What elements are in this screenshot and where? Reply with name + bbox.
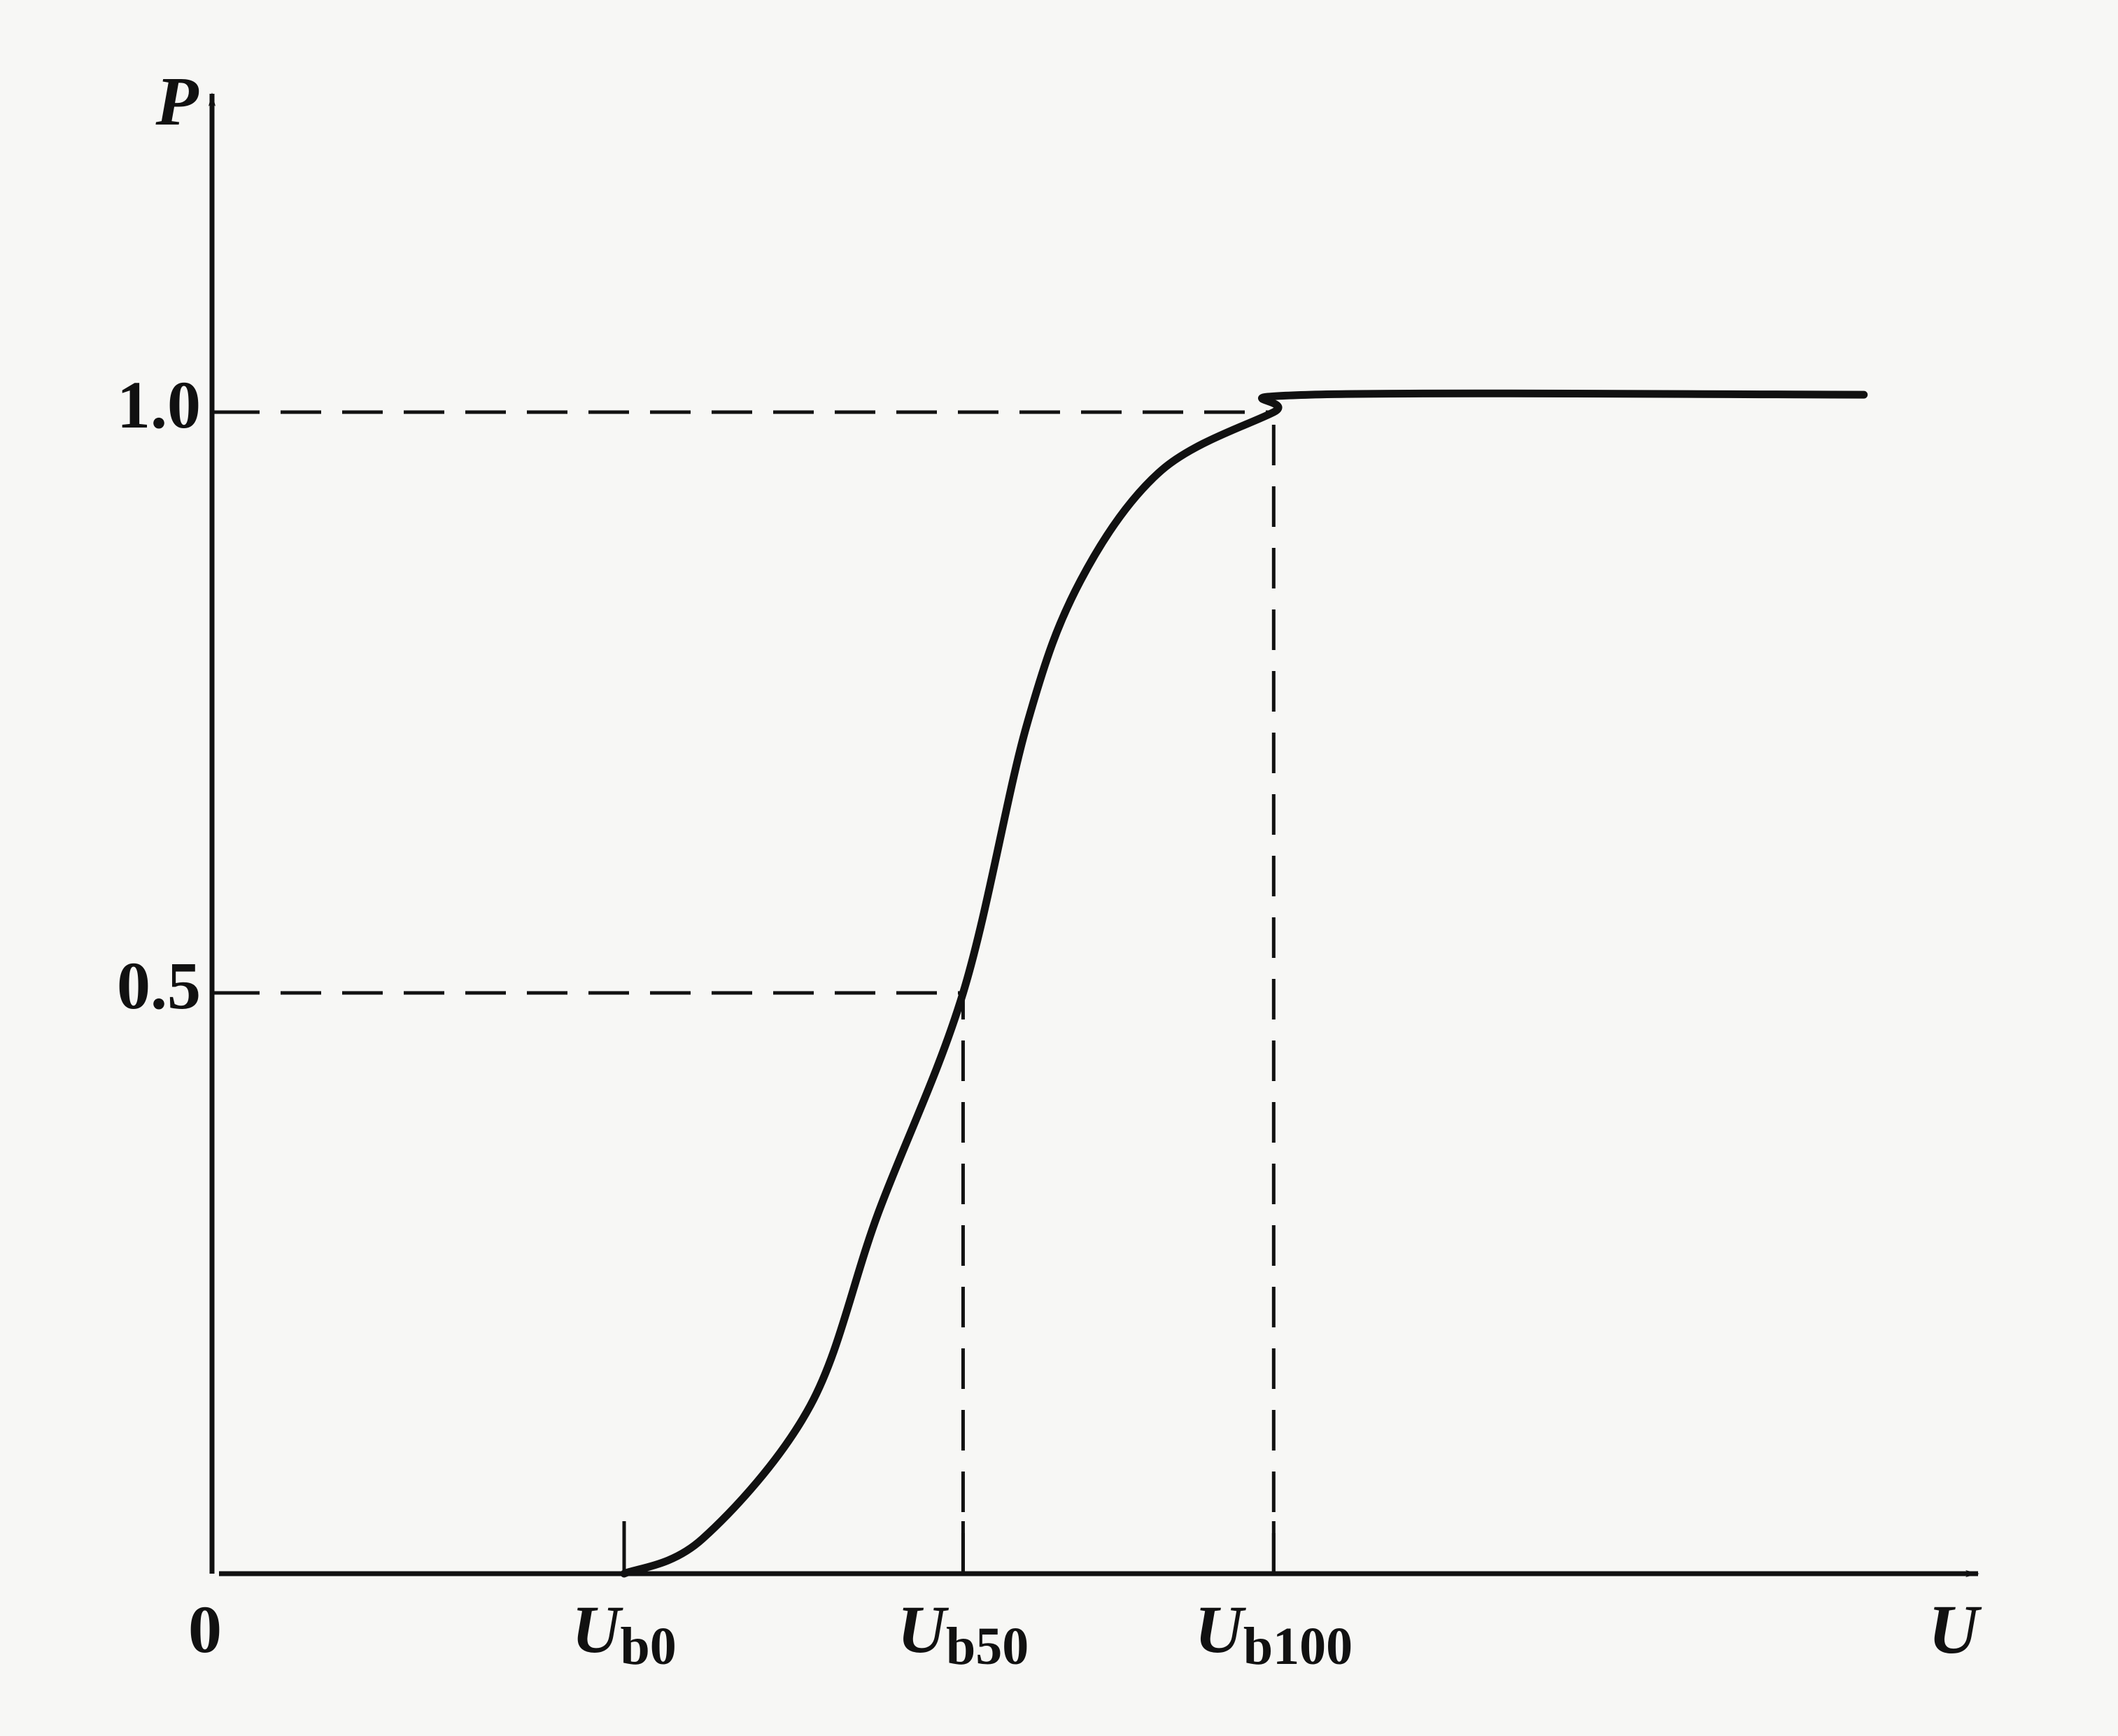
curve bbox=[620, 389, 1868, 1578]
x-tick-label: 0 bbox=[188, 1592, 222, 1667]
x-tick-label: Ub100 bbox=[1195, 1592, 1353, 1676]
x-tick-label: Ub0 bbox=[572, 1592, 677, 1676]
y-tick-label: 1.0 bbox=[117, 367, 201, 442]
y-tick-label: 0.5 bbox=[117, 948, 201, 1023]
x-tick-label: Ub50 bbox=[898, 1592, 1029, 1676]
x-axis-label: U bbox=[1928, 1590, 1982, 1668]
y-axis-label: P bbox=[155, 62, 199, 140]
